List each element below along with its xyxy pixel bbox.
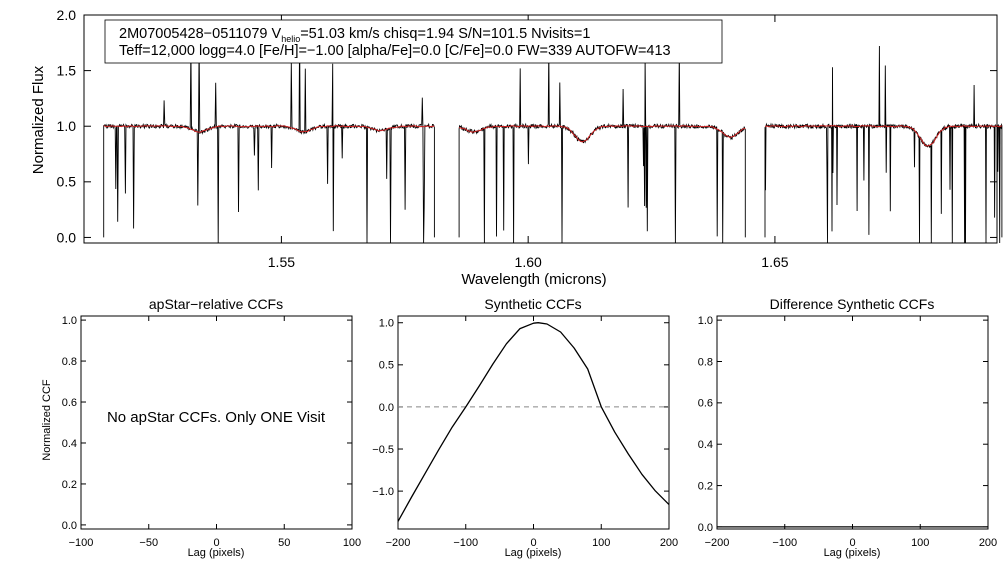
synthetic-ccf-plot-frame	[397, 315, 670, 530]
x-tick-label: 100	[343, 537, 361, 549]
y-tick-label: 1.0	[379, 318, 394, 330]
y-tick-label: 0.6	[698, 398, 713, 410]
annotation-line-1: 2M07005428−0511079 Vhelio=51.03 km/s chi…	[119, 26, 590, 44]
y-tick-label: 0.8	[698, 356, 713, 368]
y-tick-label: 0.4	[62, 438, 77, 450]
annotation-helio-subscript: helio	[281, 34, 300, 44]
x-tick-label: 0	[849, 537, 855, 549]
difference-ccf-plot-frame	[716, 315, 989, 530]
apstar-ccf-panel: −100 −50 0 50 100 0.0 0.2 0.4 0.6 0.8 1.0 apStar−r…	[41, 296, 361, 559]
x-tick-label: 1.55	[268, 254, 295, 270]
x-tick-label: 1.65	[761, 254, 788, 270]
x-tick-label: −100	[453, 537, 478, 549]
apstar-ccf-y-axis-label: Normalized CCF	[41, 379, 53, 461]
y-tick-label: 1.5	[57, 63, 77, 79]
y-tick-label: −1.0	[372, 486, 394, 498]
x-tick-label: −200	[386, 537, 411, 549]
apstar-ccf-ticks: −100 −50 0 50 100 0.0 0.2 0.4 0.6 0.8 1.0	[62, 315, 361, 549]
x-tick-label: 200	[979, 537, 997, 549]
spectrum-y-ticks: 0.0 0.5 1.0 1.5 2.0	[57, 7, 997, 245]
synthetic-ccf-ticks: −200 −100 0 100 200 −1.0 −0.5 0.0 0.5 1.0	[372, 316, 678, 549]
y-tick-label: 0.6	[62, 397, 77, 409]
y-tick-label: 0.0	[379, 402, 394, 414]
y-tick-label: 0.2	[698, 480, 713, 492]
y-tick-label: 0.0	[62, 520, 77, 532]
spectrum-observed-line-chip-2	[458, 46, 746, 244]
apstar-ccf-message: No apStar CCFs. Only ONE Visit	[107, 409, 326, 426]
y-tick-label: 0.0	[57, 229, 77, 245]
spectrum-panel: 1.55 1.60 1.65 0.0 0.5 1.0 1.5 2.0 2M07005428−…	[30, 7, 1003, 288]
y-tick-label: 0.5	[57, 174, 77, 190]
y-tick-label: 0.2	[62, 479, 77, 491]
y-tick-label: 0.5	[379, 360, 394, 372]
synthetic-ccf-curve	[397, 322, 670, 522]
y-tick-label: 0.0	[698, 522, 713, 534]
spectrum-observed-line-chip-3	[764, 45, 1003, 244]
annotation-line-1-suffix: =51.03 km/s chisq=1.94 S/N=101.5 Nvisits…	[300, 26, 590, 42]
synthetic-ccf-title: Synthetic CCFs	[484, 296, 581, 312]
difference-ccf-x-axis-label: Lag (pixels)	[824, 547, 881, 559]
synthetic-ccf-x-axis-label: Lag (pixels)	[505, 547, 562, 559]
synthetic-ccf-panel: −200 −100 0 100 200 −1.0 −0.5 0.0 0.5 1.0 Synthet…	[372, 296, 678, 559]
difference-ccf-title: Difference Synthetic CCFs	[770, 296, 935, 312]
x-tick-label: 100	[911, 537, 929, 549]
spectrum-model-line-chip-3	[764, 125, 1003, 147]
y-tick-label: 0.4	[698, 439, 713, 451]
y-tick-label: 0.8	[62, 356, 77, 368]
x-tick-label: −100	[69, 537, 94, 549]
x-tick-label: −100	[772, 537, 797, 549]
y-tick-label: 1.0	[57, 118, 77, 134]
x-tick-label: −50	[139, 537, 158, 549]
x-tick-label: 200	[660, 537, 678, 549]
difference-ccf-panel: −200 −100 0 100 200 0.0 0.2 0.4 0.6 0.8 1.0 Differ…	[698, 296, 997, 559]
spectrum-model-line-chip-2	[458, 125, 746, 143]
spectrum-lines	[103, 31, 1003, 244]
annotation-line-2: Teff=12,000 logg=4.0 [Fe/H]=−1.00 [alpha…	[119, 43, 671, 59]
spectrum-x-ticks: 1.55 1.60 1.65	[268, 15, 789, 270]
annotation-box	[104, 19, 723, 64]
spectrum-y-axis-label: Normalized Flux	[30, 65, 47, 174]
x-tick-label: 100	[592, 537, 610, 549]
spectrum-x-axis-label: Wavelength (microns)	[461, 271, 606, 288]
spectrum-observed-line-chip-1	[103, 31, 435, 244]
apstar-ccf-title: apStar−relative CCFs	[149, 296, 283, 312]
x-tick-label: 50	[278, 537, 290, 549]
x-tick-label: −200	[705, 537, 730, 549]
synthetic-ccf-data	[397, 322, 670, 522]
y-tick-label: −0.5	[372, 444, 394, 456]
annotation-line-1-prefix: 2M07005428−0511079 V	[119, 26, 282, 42]
difference-ccf-ticks: −200 −100 0 100 200 0.0 0.2 0.4 0.6 0.8 1.0	[698, 315, 997, 549]
x-tick-label: 1.60	[515, 254, 542, 270]
spectrum-model-line-chip-1	[103, 125, 435, 133]
x-tick-label: 0	[530, 537, 536, 549]
x-tick-label: 0	[213, 537, 219, 549]
y-tick-label: 1.0	[62, 315, 77, 327]
apstar-ccf-x-axis-label: Lag (pixels)	[188, 547, 245, 559]
y-tick-label: 1.0	[698, 315, 713, 327]
y-tick-label: 2.0	[57, 7, 77, 23]
